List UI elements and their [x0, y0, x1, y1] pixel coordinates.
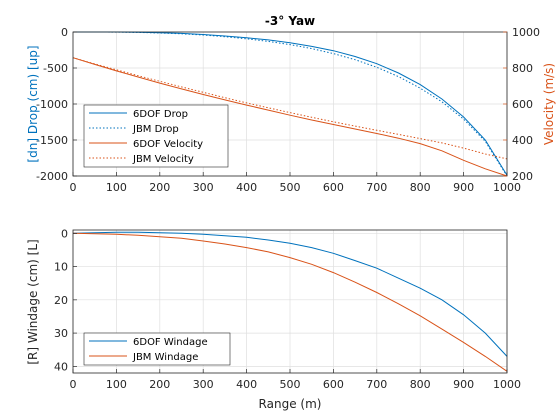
x-tick-label: 900: [453, 181, 474, 194]
y-left-tick-label: -1500: [36, 134, 68, 147]
x-tick-label: 200: [149, 181, 170, 194]
bottom-legend-box: [83, 332, 231, 366]
bottom-x-tick-labels: 0 100 200 300 400 500 600 700 800 900 1000: [70, 369, 521, 391]
x-tick-label: 500: [280, 181, 301, 194]
y-left-tick-label: 40: [54, 360, 68, 373]
legend-label-jbm-velocity: JBM Velocity: [132, 154, 194, 165]
y-left-tick-label: 0: [61, 26, 68, 39]
x-tick-label: 100: [106, 378, 127, 391]
x-tick-label: 400: [236, 378, 257, 391]
y-right-tick-label: 1000: [512, 26, 540, 39]
y-right-tick-label: 200: [512, 170, 533, 183]
y-right-tick-label: 400: [512, 134, 533, 147]
top-right-tick-labels: 1000 800 600 400 200: [503, 26, 540, 183]
legend-label-6dof-velocity: 6DOF Velocity: [133, 139, 203, 150]
x-tick-label: 600: [323, 378, 344, 391]
top-axes: 0 100 200 300 400 500 600 700 800 900 1000 0 -500 -1…: [26, 14, 556, 194]
x-tick-label: 300: [193, 378, 214, 391]
top-left-tick-labels: 0 -500 -1000 -1500 -2000: [36, 26, 77, 183]
x-tick-label: 900: [453, 378, 474, 391]
x-tick-label: 100: [106, 181, 127, 194]
y-left-tick-label: -1000: [36, 98, 68, 111]
y-left-tick-label: 30: [54, 327, 68, 340]
y-right-tick-label: 800: [512, 62, 533, 75]
x-tick-label: 0: [70, 181, 77, 194]
y-left-tick-label: -2000: [36, 170, 68, 183]
x-tick-label: 1000: [493, 181, 521, 194]
top-x-tick-labels: 0 100 200 300 400 500 600 700 800 900 1000: [70, 172, 521, 194]
x-tick-label: 0: [70, 378, 77, 391]
x-tick-label: 300: [193, 181, 214, 194]
x-tick-label: 600: [323, 181, 344, 194]
bottom-series-lines: [72, 231, 508, 372]
y-left-tick-label: 0: [61, 227, 68, 240]
bottom-left-tick-labels: 0 10 20 30 40: [54, 227, 77, 373]
legend-label-jbm-windage: JBM Windage: [132, 352, 198, 363]
top-legend-box: [83, 104, 229, 168]
top-left-y-axis-label: [dn] Drop (cm) [up]: [26, 45, 40, 162]
bottom-axes: 0 100 200 300 400 500 600 700 800 900 1000 0 10 20 30…: [26, 227, 521, 411]
series-line-6dof-drop: [73, 31, 508, 176]
x-tick-label: 200: [149, 378, 170, 391]
bottom-x-axis-label: Range (m): [259, 397, 322, 411]
top-legend: 6DOF Drop JBM Drop 6DOF Velocity JBM Vel…: [83, 104, 229, 168]
top-chart-title: -3° Yaw: [265, 14, 315, 28]
series-line-6dof-velocity: [72, 57, 508, 177]
series-line-6dof-windage: [72, 231, 508, 357]
series-line-jbm-velocity: [72, 57, 508, 160]
bottom-left-y-axis-label: [R] Windage (cm) [L]: [26, 239, 40, 364]
legend-label-6dof-windage: 6DOF Windage: [133, 337, 208, 348]
top-series-lines: [72, 31, 508, 177]
y-left-tick-label: 10: [54, 261, 68, 274]
x-tick-label: 500: [280, 378, 301, 391]
x-tick-label: 800: [410, 181, 431, 194]
legend-label-jbm-drop: JBM Drop: [132, 124, 179, 135]
x-tick-label: 800: [410, 378, 431, 391]
y-right-tick-label: 600: [512, 98, 533, 111]
legend-label-6dof-drop: 6DOF Drop: [133, 109, 188, 120]
x-tick-label: 1000: [493, 378, 521, 391]
top-right-y-axis-label: Velocity (m/s): [542, 63, 556, 145]
x-tick-label: 700: [366, 378, 387, 391]
series-line-jbm-windage: [72, 232, 508, 372]
x-tick-label: 400: [236, 181, 257, 194]
bottom-legend: 6DOF Windage JBM Windage: [83, 332, 231, 366]
x-tick-label: 700: [366, 181, 387, 194]
y-left-tick-label: 20: [54, 294, 68, 307]
y-left-tick-label: -500: [43, 62, 68, 75]
series-line-jbm-drop: [73, 31, 508, 177]
